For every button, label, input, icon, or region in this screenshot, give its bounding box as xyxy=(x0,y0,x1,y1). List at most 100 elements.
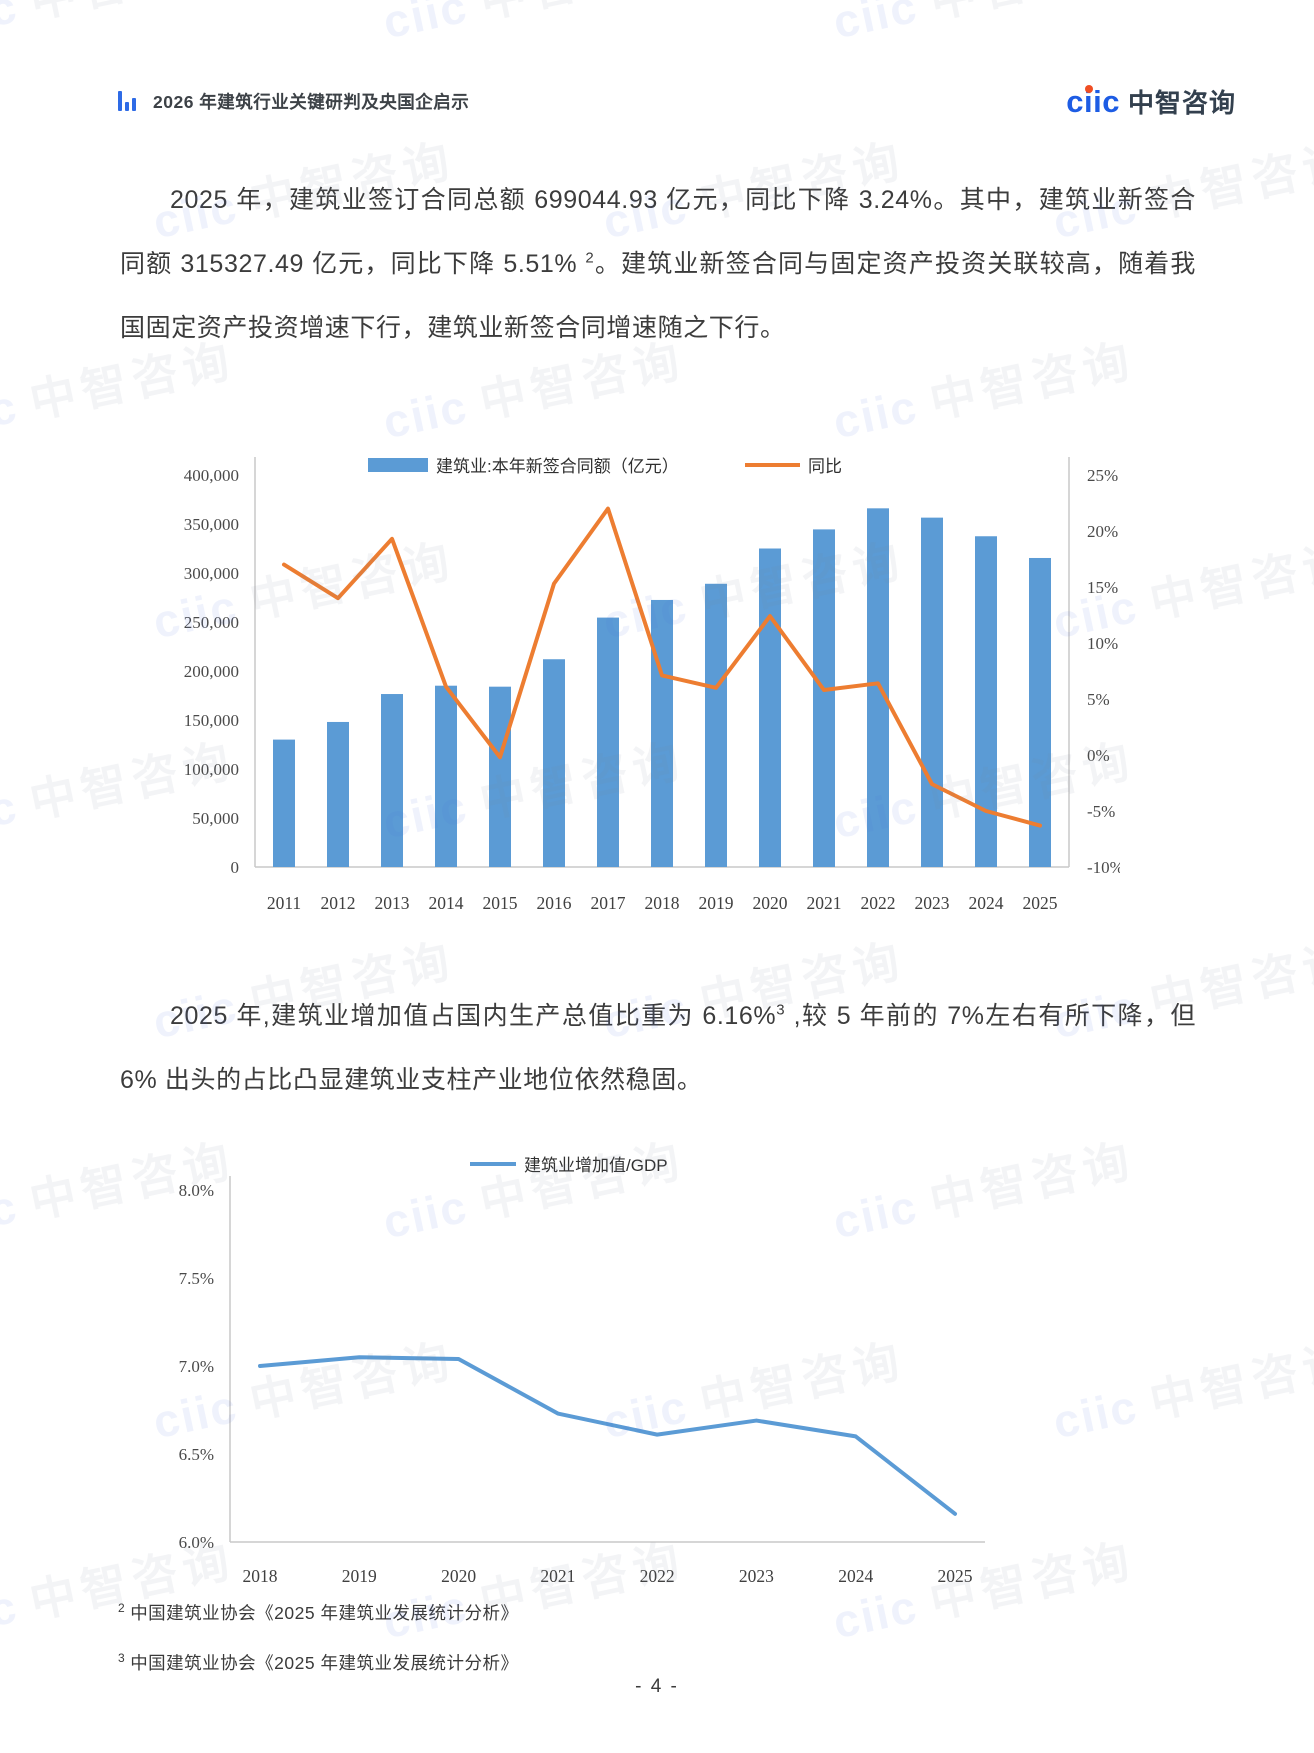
bar-2012 xyxy=(327,721,349,867)
chart2-year-label: 2018 xyxy=(243,1566,278,1586)
bar-2025 xyxy=(1029,557,1051,867)
chart1-year-label: 2022 xyxy=(861,893,896,913)
bar-2016 xyxy=(543,659,565,867)
left-axis-tick: 0 xyxy=(231,858,240,877)
header-left: 2026 年建筑行业关键研判及央国企启示 xyxy=(115,88,469,114)
footnote-3-marker: 3 xyxy=(118,1650,126,1665)
watermark-latin: ciic xyxy=(0,0,23,49)
bar-2011 xyxy=(273,739,295,867)
watermark-latin: ciic xyxy=(0,1179,23,1249)
right-axis-tick: 20% xyxy=(1087,522,1118,541)
footnote-3-text: 中国建筑业协会《2025 年建筑业发展统计分析》 xyxy=(130,1652,519,1673)
watermark-latin: ciic xyxy=(828,0,923,49)
legend-bar-label: 建筑业:本年新签合同额（亿元） xyxy=(436,457,679,476)
footnote-2: 2 中国建筑业协会《2025 年建筑业发展统计分析》 xyxy=(118,1586,518,1636)
logo-cn-text: 中智咨询 xyxy=(1127,87,1236,118)
chart1-year-label: 2014 xyxy=(429,893,464,913)
chart2-y-tick: 7.0% xyxy=(179,1357,214,1376)
watermark-latin: ciic xyxy=(0,379,23,449)
chart2-year-label: 2021 xyxy=(540,1566,575,1586)
right-axis-tick: 10% xyxy=(1087,634,1118,653)
watermark-cn: 中智咨询 xyxy=(25,0,239,28)
watermark: ciic中智咨询 xyxy=(826,0,1140,52)
chart2-year-label: 2019 xyxy=(342,1566,377,1586)
watermark-latin: ciic xyxy=(0,1579,23,1649)
gdp-share-line xyxy=(258,1355,957,1516)
chart1-year-label: 2025 xyxy=(1023,893,1058,913)
watermark-cn: 中智咨询 xyxy=(925,0,1139,28)
bar-2015 xyxy=(489,686,511,867)
bar-2018 xyxy=(651,599,673,867)
left-axis-tick: 250,000 xyxy=(184,613,239,632)
chart2-year-label: 2022 xyxy=(640,1566,675,1586)
watermark-cn: 中智咨询 xyxy=(1145,533,1314,628)
right-axis-tick: 25% xyxy=(1087,466,1118,485)
page-header-title: 2026 年建筑行业关键研判及央国企启示 xyxy=(153,91,470,112)
right-axis-tick: -5% xyxy=(1087,802,1115,821)
chart1-year-label: 2021 xyxy=(807,893,842,913)
chart1-year-label: 2018 xyxy=(645,893,680,913)
bar-2024 xyxy=(975,536,997,867)
footnote-ref-3: 3 xyxy=(776,1001,786,1019)
left-axis-tick: 350,000 xyxy=(184,515,239,534)
bar-2019 xyxy=(705,583,727,867)
gdp-share-chart: 8.0% 7.5% 7.0% 6.5% 6.0% 2018 2019 2020 2021 2022… xyxy=(120,1130,1080,1600)
legend-bar-swatch xyxy=(368,458,428,472)
legend-line-label: 同比 xyxy=(808,457,842,476)
watermark-cn: 中智咨询 xyxy=(475,0,689,28)
right-axis-tick: 0% xyxy=(1087,746,1110,765)
right-axis-tick: 15% xyxy=(1087,578,1118,597)
chart1-year-label: 2016 xyxy=(537,893,572,913)
watermark: ciic中智咨询 xyxy=(376,0,690,52)
chart2-year-label: 2020 xyxy=(441,1566,476,1586)
chart2-legend-label: 建筑业增加值/GDP xyxy=(524,1156,668,1175)
gdp-share-paragraph: 2025 年,建筑业增加值占国内生产总值比重为 6.16%3 ,较 5 年前的 … xyxy=(120,984,1196,1112)
watermark-latin: ciic xyxy=(378,0,473,49)
bar-2021 xyxy=(813,529,835,867)
watermark: ciic中智咨询 xyxy=(0,0,240,52)
chart1-year-label: 2020 xyxy=(753,893,788,913)
yoy-line xyxy=(282,506,1042,828)
watermark: ciic中智咨询 xyxy=(1046,1324,1314,1452)
bar-2023 xyxy=(921,517,943,867)
left-axis-tick: 400,000 xyxy=(184,466,239,485)
watermark-latin: ciic xyxy=(0,779,23,849)
new-contracts-chart: 400,000 350,000 300,000 250,000 200,000 150,0… xyxy=(140,430,1124,935)
chart2-year-label: 2023 xyxy=(739,1566,774,1586)
chart2-year-label: 2024 xyxy=(838,1566,873,1586)
chart2-y-tick: 8.0% xyxy=(179,1181,214,1200)
chart1-year-label: 2012 xyxy=(321,893,356,913)
watermark-cn: 中智咨询 xyxy=(1145,1333,1314,1428)
chart1-year-label: 2013 xyxy=(375,893,410,913)
chart1-year-label: 2019 xyxy=(699,893,734,913)
footnote-2-marker: 2 xyxy=(118,1601,126,1615)
left-axis-tick: 200,000 xyxy=(184,662,239,681)
chart2-year-label: 2025 xyxy=(938,1566,973,1586)
chart2-y-tick: 7.5% xyxy=(179,1269,214,1288)
paragraph2-text-a: 2025 年,建筑业增加值占国内生产总值比重为 6.16% xyxy=(170,1002,777,1030)
bar-2014 xyxy=(435,685,457,867)
new-contracts-chart-svg: 400,000 350,000 300,000 250,000 200,000 150,0… xyxy=(184,457,1124,913)
footnotes: 2 中国建筑业协会《2025 年建筑业发展统计分析》 3 中国建筑业协会《2025 … xyxy=(118,1586,518,1686)
left-axis-tick: 100,000 xyxy=(184,760,239,779)
chart2-y-tick: 6.5% xyxy=(179,1445,214,1464)
left-axis-tick: 300,000 xyxy=(184,564,239,583)
bar-chart-icon xyxy=(118,91,136,111)
chart1-year-label: 2017 xyxy=(591,893,626,913)
page-number: - 4 - xyxy=(635,1676,679,1697)
footnote-ref-2: 2 xyxy=(585,249,595,267)
intro-paragraph: 2025 年，建筑业签订合同总额 699044.93 亿元，同比下降 3.24%… xyxy=(120,168,1196,360)
chart2-y-tick: 6.0% xyxy=(179,1533,214,1552)
left-axis-tick: 150,000 xyxy=(184,711,239,730)
bar-2017 xyxy=(597,617,619,867)
gdp-share-chart-svg: 8.0% 7.5% 7.0% 6.5% 6.0% 2018 2019 2020 2021 2022… xyxy=(179,1156,985,1586)
left-axis-tick: 50,000 xyxy=(192,809,239,828)
logo-ciic-text: ciic xyxy=(1066,83,1120,119)
bar-2020 xyxy=(759,548,781,867)
bar-2022 xyxy=(867,508,889,867)
chart1-year-label: 2024 xyxy=(969,893,1004,913)
chart1-year-label: 2011 xyxy=(267,893,301,913)
brand-logo: ciic 中智咨询 xyxy=(1066,83,1236,120)
footnote-2-text: 中国建筑业协会《2025 年建筑业发展统计分析》 xyxy=(130,1602,519,1623)
